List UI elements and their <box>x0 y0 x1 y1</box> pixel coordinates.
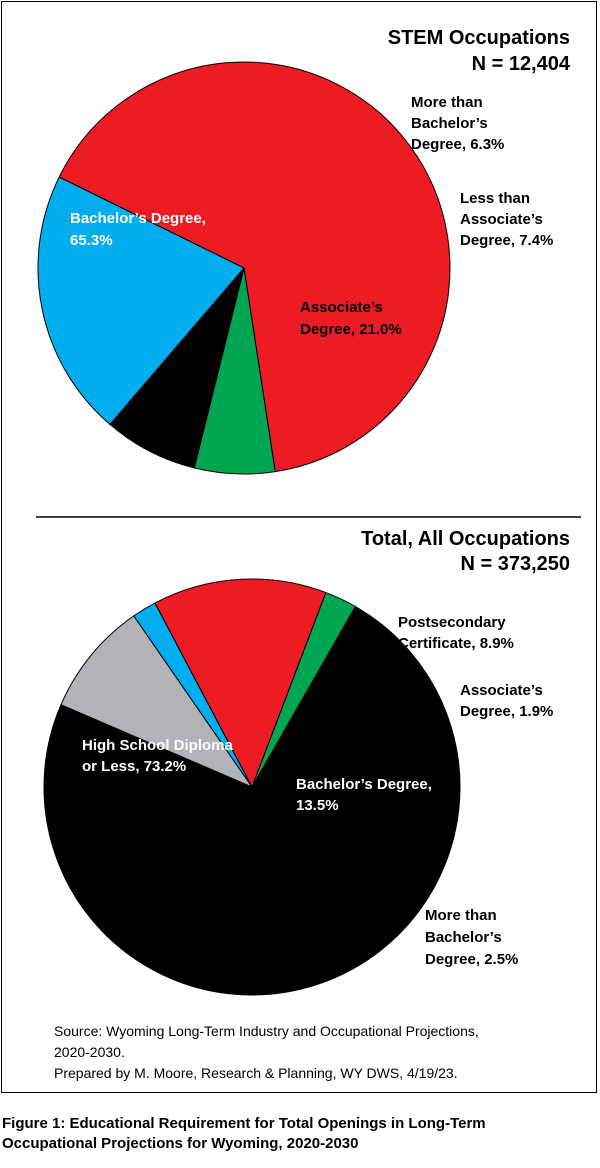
stem-label-more-than-bachelors-line1: More than <box>411 94 483 111</box>
total-label-bachelors-line1: Bachelor’s Degree, <box>296 776 432 793</box>
stem-label-less-than-associates-line3: Degree, 7.4% <box>460 232 553 249</box>
total-label-postsecondary: Postsecondary Certificate, 8.9% <box>398 614 514 652</box>
total-slice-high-school <box>43 605 461 996</box>
source-line-1: Source: Wyoming Long-Term Industry and O… <box>54 1023 479 1039</box>
total-label-more-than-bachelors-line3: Degree, 2.5% <box>425 951 518 968</box>
total-label-associates-line2: Degree, 1.9% <box>460 703 553 720</box>
stem-label-less-than-associates: Less than Associate’s Degree, 7.4% <box>460 190 553 249</box>
stem-label-bachelors: Bachelor’s Degree, 65.3% <box>70 210 206 249</box>
pie-charts: STEM Occupations N = 12,404 Bachelor’s D… <box>36 27 581 996</box>
stem-label-bachelors-line1: Bachelor’s Degree, <box>70 210 206 227</box>
source-line-2: 2020-2030. <box>54 1044 125 1060</box>
total-slice-bachelors <box>154 578 327 789</box>
total-label-high-school-line1: High School Diploma <box>82 737 233 754</box>
total-label-postsecondary-line1: Postsecondary <box>398 614 506 631</box>
stem-label-more-than-bachelors-line3: Degree, 6.3% <box>411 136 504 153</box>
total-label-high-school-line2: or Less, 73.2% <box>82 758 186 775</box>
total-pie <box>43 578 461 996</box>
total-chart-subtitle: N = 373,250 <box>460 553 570 575</box>
figure-caption: Figure 1: Educational Requirement for To… <box>2 1114 592 1154</box>
stem-chart-subtitle: N = 12,404 <box>472 53 571 75</box>
total-label-postsecondary-line2: Certificate, 8.9% <box>398 635 514 652</box>
total-label-more-than-bachelors: More than Bachelor’s Degree, 2.5% <box>425 907 518 968</box>
total-label-more-than-bachelors-line1: More than <box>425 907 497 924</box>
total-label-more-than-bachelors-line2: Bachelor’s <box>425 929 502 946</box>
stem-slice-associates <box>37 176 245 426</box>
total-label-bachelors-line2: 13.5% <box>296 797 339 814</box>
total-slice-more-than-bachelors <box>251 591 357 788</box>
stem-label-associates-line2: Degree, 21.0% <box>300 321 402 338</box>
total-label-associates: Associate’s Degree, 1.9% <box>460 682 553 720</box>
stem-label-more-than-bachelors: More than Bachelor’s Degree, 6.3% <box>411 94 504 153</box>
total-label-bachelors: Bachelor’s Degree, 13.5% <box>296 776 432 814</box>
total-chart-title: Total, All Occupations <box>361 528 570 550</box>
stem-pie <box>37 61 451 475</box>
total-label-high-school: High School Diploma or Less, 73.2% <box>82 737 233 775</box>
source-line-3: Prepared by M. Moore, Research & Plannin… <box>54 1065 458 1081</box>
total-label-associates-line1: Associate’s <box>460 682 543 699</box>
stem-slice-bachelors <box>58 61 451 473</box>
stem-label-associates-line1: Associate’s <box>300 299 383 316</box>
stem-label-more-than-bachelors-line2: Bachelor’s <box>411 115 488 132</box>
figure-caption-line-1: Figure 1: Educational Requirement for To… <box>2 1115 486 1132</box>
source-note: Source: Wyoming Long-Term Industry and O… <box>54 1021 479 1084</box>
figure-frame <box>1 1 597 1093</box>
stem-chart-title: STEM Occupations <box>388 27 570 49</box>
stem-label-bachelors-line2: 65.3% <box>70 232 113 249</box>
total-slice-postsecondary <box>60 615 254 789</box>
stem-slice-less-than-associates <box>109 267 245 469</box>
stem-label-associates: Associate’s Degree, 21.0% <box>300 299 402 338</box>
stem-label-less-than-associates-line1: Less than <box>460 190 530 207</box>
stem-label-less-than-associates-line2: Associate’s <box>460 211 543 228</box>
figure-caption-line-2: Occupational Projections for Wyoming, 20… <box>2 1135 359 1152</box>
